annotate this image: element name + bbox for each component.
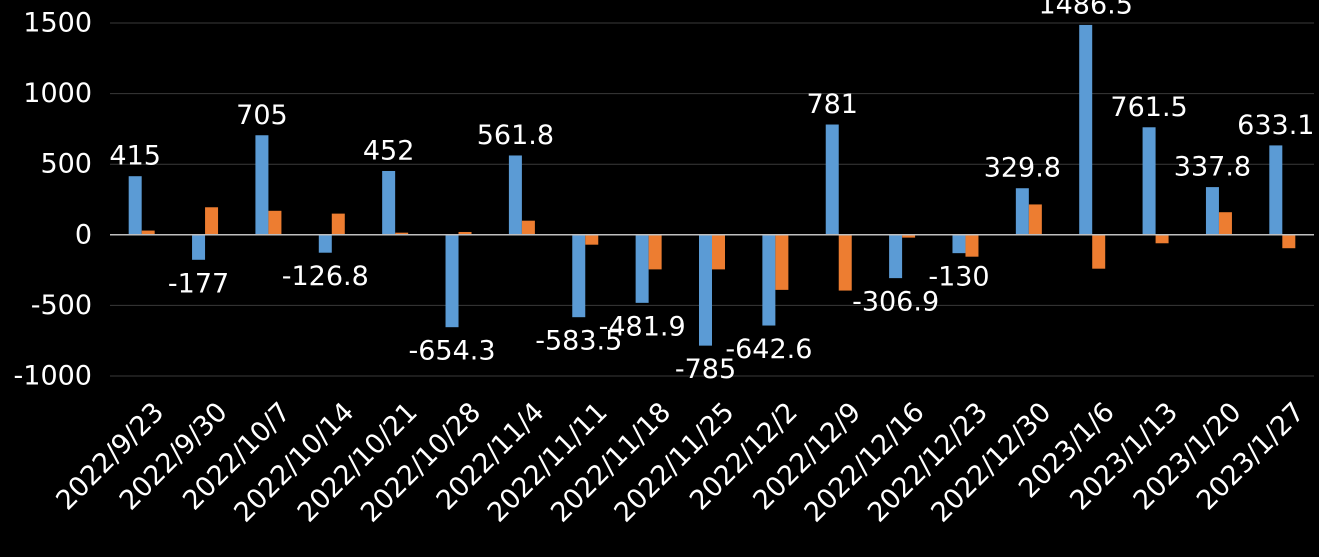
bar-series2 [775, 234, 789, 290]
data-label: -126.8 [282, 261, 369, 292]
data-label: 781 [806, 89, 858, 120]
data-label: -785 [675, 354, 736, 385]
bar-series1 [318, 234, 332, 253]
y-tick-label: -1000 [14, 361, 92, 392]
data-label: -642.6 [725, 334, 812, 365]
bar-series1 [1269, 145, 1283, 235]
bar-series2 [902, 234, 916, 238]
data-label: 415 [109, 141, 161, 172]
data-label: -130 [928, 262, 989, 293]
bar-series1 [192, 234, 206, 260]
bar-series1 [255, 135, 269, 235]
bar-series1 [952, 234, 966, 254]
bar-series1 [1142, 127, 1156, 235]
bar-series1 [1015, 188, 1029, 235]
bar-series1 [1079, 24, 1093, 235]
bar-series1 [382, 170, 396, 235]
bar-series1 [445, 234, 459, 328]
bar-series2 [1092, 234, 1106, 269]
data-label: 337.8 [1174, 152, 1251, 183]
bar-series2 [585, 234, 599, 245]
bar-series2 [712, 234, 725, 270]
y-tick-label: 0 [75, 219, 92, 250]
data-label: 329.8 [984, 153, 1061, 184]
bar-series2 [965, 234, 979, 257]
data-label: 561.8 [477, 120, 554, 151]
data-label: 705 [236, 100, 288, 131]
bar-series2 [395, 232, 409, 235]
bars [128, 24, 1296, 346]
data-label: -583.5 [535, 326, 622, 357]
bar-series2 [521, 220, 535, 235]
data-label: 1486.5 [1038, 0, 1132, 20]
bar-series1 [889, 234, 903, 279]
data-label: 633.1 [1237, 110, 1314, 141]
bar-series2 [1155, 234, 1169, 244]
data-label: -177 [168, 268, 229, 299]
data-labels: 415 -177 705 -126.8 452 -654.3 561.8 -583.5-481… [109, 0, 1314, 385]
gridlines [110, 22, 1314, 377]
bar-series2 [838, 234, 852, 291]
bar-series2 [1282, 234, 1296, 249]
data-label: 761.5 [1110, 92, 1187, 123]
bar-series1 [635, 234, 649, 303]
y-axis: 1500 1000 500 0 -500 -1000 [14, 8, 92, 392]
x-axis: 2022/9/232022/9/302022/10/72022/10/14202… [50, 397, 1310, 529]
bar-series2 [205, 207, 219, 235]
bar-series2 [1218, 212, 1232, 235]
bar-series1 [128, 176, 142, 235]
data-label: -654.3 [409, 336, 496, 367]
bar-series1 [762, 234, 776, 326]
bar-series2 [141, 230, 155, 235]
bar-series2 [648, 234, 662, 270]
bar-series1 [572, 234, 586, 318]
bar-series1 [699, 234, 712, 346]
bar-series1 [508, 155, 522, 235]
bar-series1 [1205, 187, 1219, 235]
y-tick-label: 1500 [23, 8, 92, 39]
data-label: -306.9 [852, 287, 939, 318]
y-tick-label: -500 [31, 290, 92, 321]
bar-series2 [1028, 204, 1042, 235]
bar-series2 [268, 210, 282, 235]
bar-series2 [331, 213, 345, 235]
bar-series1 [825, 124, 839, 235]
y-tick-label: 500 [40, 149, 92, 180]
data-label: 452 [363, 135, 415, 166]
bar-series2 [458, 231, 472, 235]
y-tick-label: 1000 [23, 78, 92, 109]
data-label: -481.9 [599, 311, 686, 342]
